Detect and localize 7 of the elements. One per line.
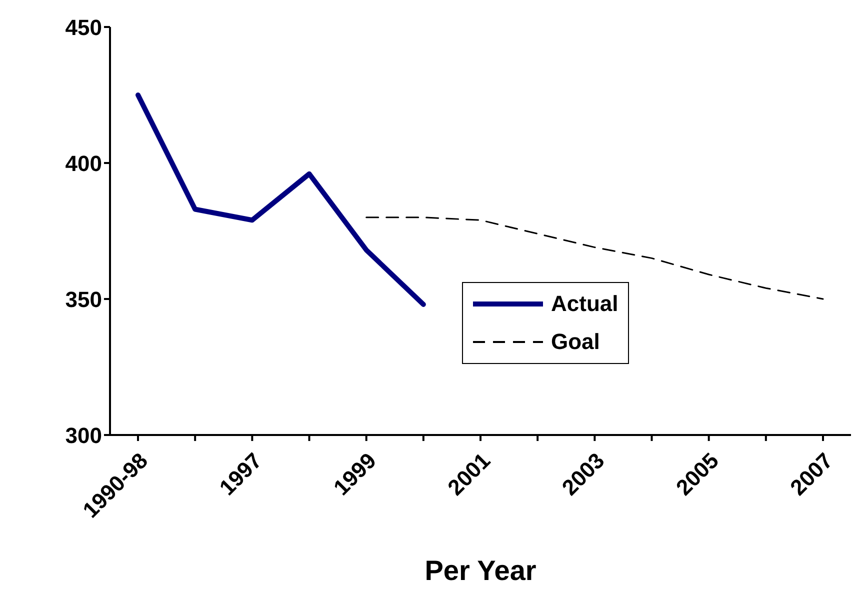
y-tick-label: 400 [65,150,102,176]
legend-label: Actual [551,291,618,317]
legend-label: Goal [551,329,600,355]
y-tick-label: 350 [65,286,102,312]
x-axis-title: Per Year [424,555,536,586]
y-tick-label: 300 [65,422,102,448]
y-tick-label: 450 [65,14,102,40]
